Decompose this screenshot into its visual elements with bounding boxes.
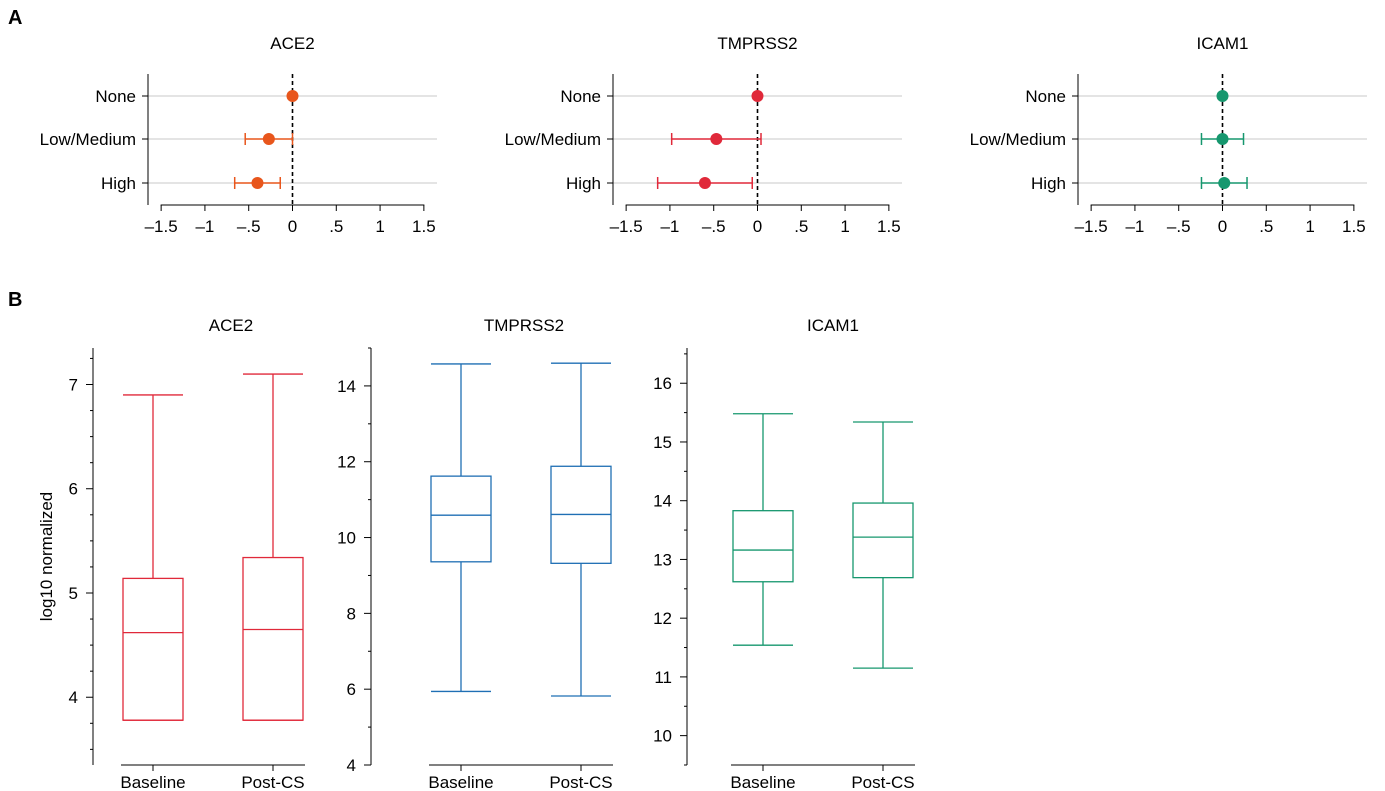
y-tick-label: 11 xyxy=(654,668,672,687)
y-tick-label: 15 xyxy=(653,433,672,452)
y-tick-label: 6 xyxy=(69,480,78,499)
x-tick-label-post-cs: Post-CS xyxy=(241,773,304,791)
point-high xyxy=(1218,177,1231,189)
forest-plot-ace2: ACE2 –1.5 –1 –.5 0 .5 1 1.5 None Low/Medium High xyxy=(40,34,437,236)
x-tick-label: 1.5 xyxy=(877,217,901,236)
box-plot-icam1: ICAM1 10 11 12 13 14 15 16 Baseline Post-CS xyxy=(653,316,915,791)
category-label-low-medium: Low/Medium xyxy=(970,130,1066,149)
chart-title: TMPRSS2 xyxy=(717,34,797,53)
y-tick-label: 4 xyxy=(347,756,356,775)
x-tick-label: 1.5 xyxy=(1342,217,1366,236)
y-tick-label: 14 xyxy=(337,377,356,396)
x-tick-label: –.5 xyxy=(702,217,726,236)
box-post-cs xyxy=(550,362,612,697)
x-tick-label: –1 xyxy=(195,217,214,236)
point-none xyxy=(751,90,764,102)
y-tick-label: 6 xyxy=(347,680,356,699)
box-iqr xyxy=(852,502,914,579)
point-low-medium xyxy=(262,133,275,145)
box-baseline xyxy=(122,394,184,721)
x-tick-label: 1.5 xyxy=(412,217,436,236)
forest-plot-tmprss2: TMPRSS2 –1.5 –1 –.5 0 .5 1 1.5 None Low/Medium Hig… xyxy=(505,34,902,236)
y-tick-label: 14 xyxy=(653,492,672,511)
panel-letter-b: B xyxy=(8,289,22,311)
x-tick-label: .5 xyxy=(329,217,343,236)
box-iqr xyxy=(242,556,304,721)
y-tick-label: 4 xyxy=(69,688,78,707)
box-baseline xyxy=(732,413,794,646)
chart-title: ACE2 xyxy=(270,34,314,53)
x-tick-label: –.5 xyxy=(1167,217,1191,236)
x-tick-label-post-cs: Post-CS xyxy=(549,773,612,791)
point-none xyxy=(1216,90,1229,102)
box-plot-ace2: ACE2 log10 normalized 4 5 6 7 Baseline Post-CS xyxy=(37,316,305,791)
point-none xyxy=(286,90,299,102)
y-tick-label: 5 xyxy=(69,584,78,603)
x-tick-label: –1.5 xyxy=(145,217,178,236)
x-tick-label: .5 xyxy=(1259,217,1273,236)
category-label-none: None xyxy=(1025,87,1066,106)
category-label-high: High xyxy=(1031,174,1066,193)
x-tick-label: 0 xyxy=(753,217,762,236)
y-tick-label: 7 xyxy=(69,375,78,394)
x-tick-label-baseline: Baseline xyxy=(428,773,493,791)
x-tick-label: 1 xyxy=(375,217,384,236)
x-tick-label: 0 xyxy=(288,217,297,236)
y-tick-label: 8 xyxy=(347,604,356,623)
box-iqr xyxy=(122,577,184,721)
x-tick-label-baseline: Baseline xyxy=(730,773,795,791)
y-tick-label: 13 xyxy=(653,550,672,569)
x-tick-label: –.5 xyxy=(237,217,261,236)
x-tick-label: –1 xyxy=(1125,217,1144,236)
x-tick-label: 0 xyxy=(1218,217,1227,236)
x-tick-label: .5 xyxy=(794,217,808,236)
box-baseline xyxy=(430,363,492,693)
box-iqr xyxy=(732,510,794,583)
box-iqr xyxy=(430,475,492,563)
x-tick-label: 1 xyxy=(1305,217,1314,236)
y-tick-label: 12 xyxy=(653,609,672,628)
box-post-cs xyxy=(242,373,304,721)
category-label-low-medium: Low/Medium xyxy=(40,130,136,149)
box-post-cs xyxy=(852,421,914,669)
x-tick-label: 1 xyxy=(840,217,849,236)
point-high xyxy=(251,177,264,189)
box-plot-tmprss2: TMPRSS2 4 6 8 10 12 14 Baseline Post-CS xyxy=(337,316,613,791)
category-label-none: None xyxy=(560,87,601,106)
category-label-low-medium: Low/Medium xyxy=(505,130,601,149)
x-tick-label: –1.5 xyxy=(610,217,643,236)
y-tick-label: 12 xyxy=(337,453,356,472)
x-tick-label: –1.5 xyxy=(1075,217,1108,236)
forest-plot-icam1: ICAM1 –1.5 –1 –.5 0 .5 1 1.5 None Low/Medium High xyxy=(970,34,1367,236)
y-tick-label: 10 xyxy=(337,529,356,548)
point-low-medium xyxy=(710,133,723,145)
chart-title: ICAM1 xyxy=(1197,34,1249,53)
panel-letter-a: A xyxy=(8,7,22,29)
y-tick-label: 10 xyxy=(653,727,672,746)
chart-title: ACE2 xyxy=(209,316,253,335)
point-high xyxy=(698,177,711,189)
category-label-high: High xyxy=(566,174,601,193)
chart-title: ICAM1 xyxy=(807,316,859,335)
x-tick-label: –1 xyxy=(660,217,679,236)
x-tick-label-baseline: Baseline xyxy=(120,773,185,791)
x-tick-label-post-cs: Post-CS xyxy=(851,773,914,791)
y-tick-label: 16 xyxy=(653,374,672,393)
category-label-high: High xyxy=(101,174,136,193)
category-label-none: None xyxy=(95,87,136,106)
chart-title: TMPRSS2 xyxy=(484,316,564,335)
y-axis-label: log10 normalized xyxy=(37,492,56,621)
point-low-medium xyxy=(1216,133,1229,145)
